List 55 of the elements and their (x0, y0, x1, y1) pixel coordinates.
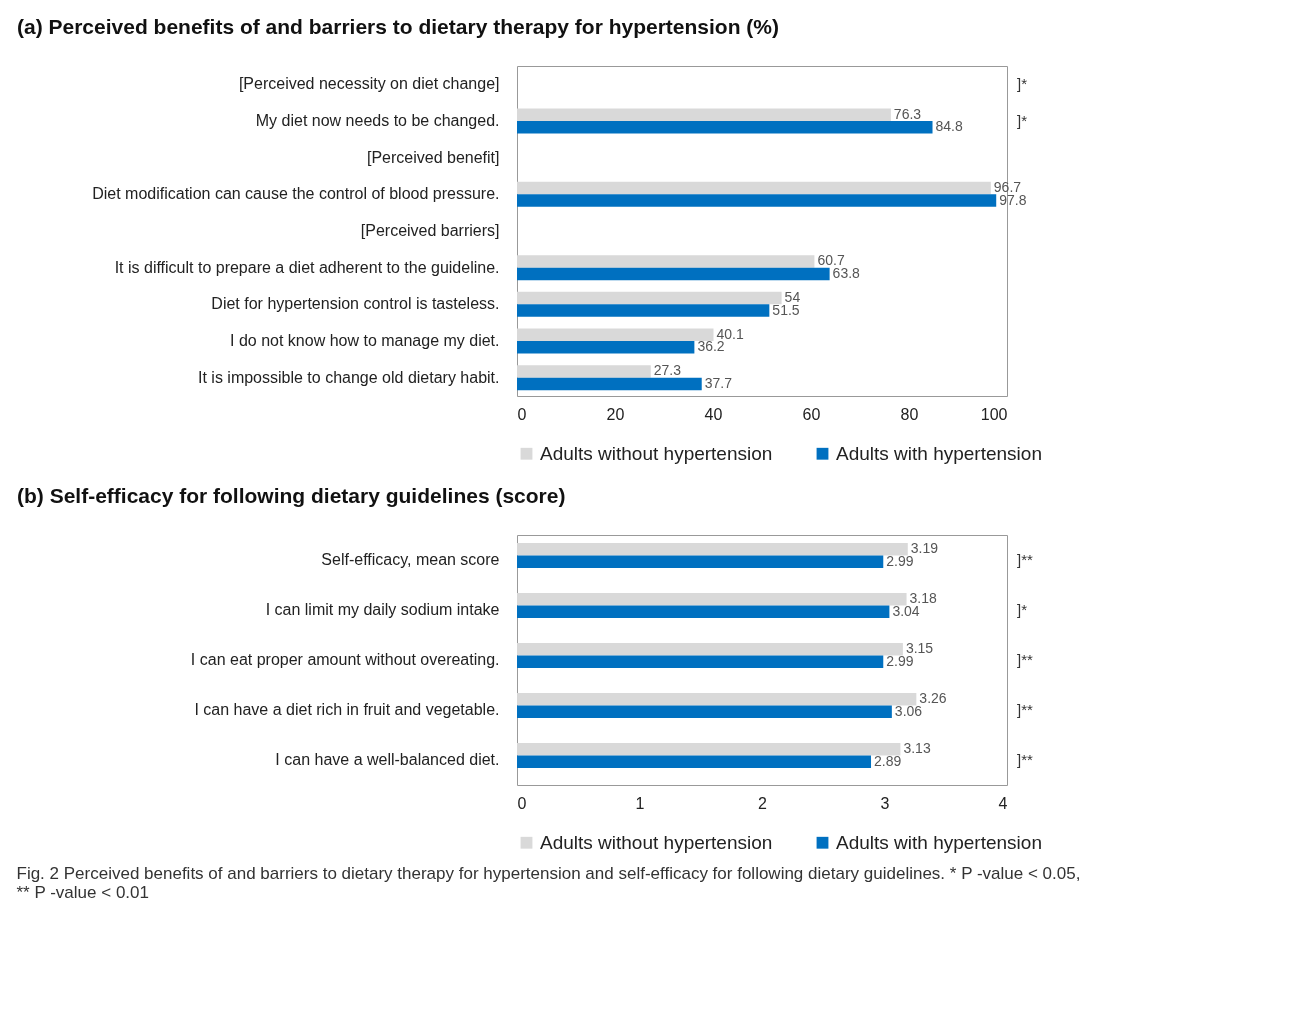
bar (517, 755, 872, 768)
chart-title: (a) Perceived benefits of and barriers to dietary therapy for hypertension (%) (17, 15, 780, 38)
caption: Fig. 2 Perceived benefits of and barriers to dietary therapy for hypertension and self-efficacy for following dietary guidelines. * P -value < 0.05, ** P -value < 0.01 (16, 863, 1081, 902)
x-tick-label: 1 (635, 794, 645, 812)
y-tick-label: [Perceived barriers] (360, 222, 500, 239)
bar (517, 693, 917, 706)
data-label: 84.8 (935, 118, 963, 135)
y-tick-label: I do not know how to manage my diet. (230, 332, 500, 349)
bar (517, 655, 884, 668)
y-tick-label: I can have a well-balanced diet. (275, 751, 500, 768)
x-tick-label: 80 (900, 405, 919, 423)
text: ]** (1017, 701, 1033, 718)
data-label: 76.3 (893, 105, 922, 122)
y-tick-label: It is impossible to change old dietary habit. (198, 368, 500, 386)
y-tick-label: I can limit my daily sodium intake (265, 601, 500, 618)
text: ]* (1017, 601, 1028, 618)
y-tick-label: My diet now needs to be changed. (255, 112, 500, 129)
y-tick-label: Diet for hypertension control is tasteless. (211, 295, 500, 313)
bar (517, 643, 903, 656)
text: ]** (1017, 651, 1033, 668)
data-label: 2.89 (874, 752, 902, 769)
text: ]* (1017, 112, 1028, 129)
data-label: 3.13 (903, 740, 931, 757)
x-tick-label: 60 (802, 405, 821, 423)
x-tick-label: 2 (758, 794, 768, 812)
x-tick-label: 40 (704, 405, 723, 423)
y-tick-label: Self-efficacy, mean score (321, 551, 500, 568)
text: ]** (1017, 551, 1033, 568)
x-tick-label: 0 (517, 405, 527, 423)
y-tick-label: I can eat proper amount without overeating. (190, 651, 500, 668)
x-tick-label: 20 (606, 405, 625, 423)
legend-label: Adults without hypertension (540, 831, 773, 853)
y-tick-label: Diet modification can cause the control of blood pressure. (92, 185, 500, 203)
bar (517, 743, 901, 756)
legend-label: Adults with hypertension (836, 442, 1042, 464)
bar (517, 605, 890, 618)
data-label: 37.7 (704, 374, 733, 391)
y-tick-label: [Perceived benefit] (366, 148, 500, 166)
legend-label: Adults with hypertension (836, 831, 1042, 853)
x-tick-label: 100 (980, 405, 1008, 423)
x-tick-label: 3 (880, 794, 890, 812)
x-tick-label: 4 (998, 794, 1008, 812)
y-tick-label: [Perceived necessity on diet change] (238, 75, 500, 93)
text: ]** (1017, 751, 1033, 768)
bar (517, 543, 908, 556)
text: ]* (1017, 75, 1028, 93)
bar (517, 705, 892, 718)
text: (b) Self-efficacy for following dietary guidelines (score) (17, 484, 566, 507)
x-tick-label: 0 (517, 794, 527, 812)
y-tick-label: I can have a diet rich in fruit and vegetable. (194, 701, 500, 718)
bar (517, 593, 907, 606)
legend-label: Adults without hypertension (540, 442, 773, 464)
bar (517, 555, 884, 568)
y-tick-label: It is difficult to prepare a diet adherent to the guideline. (114, 258, 500, 276)
data-label: 27.3 (653, 362, 682, 379)
